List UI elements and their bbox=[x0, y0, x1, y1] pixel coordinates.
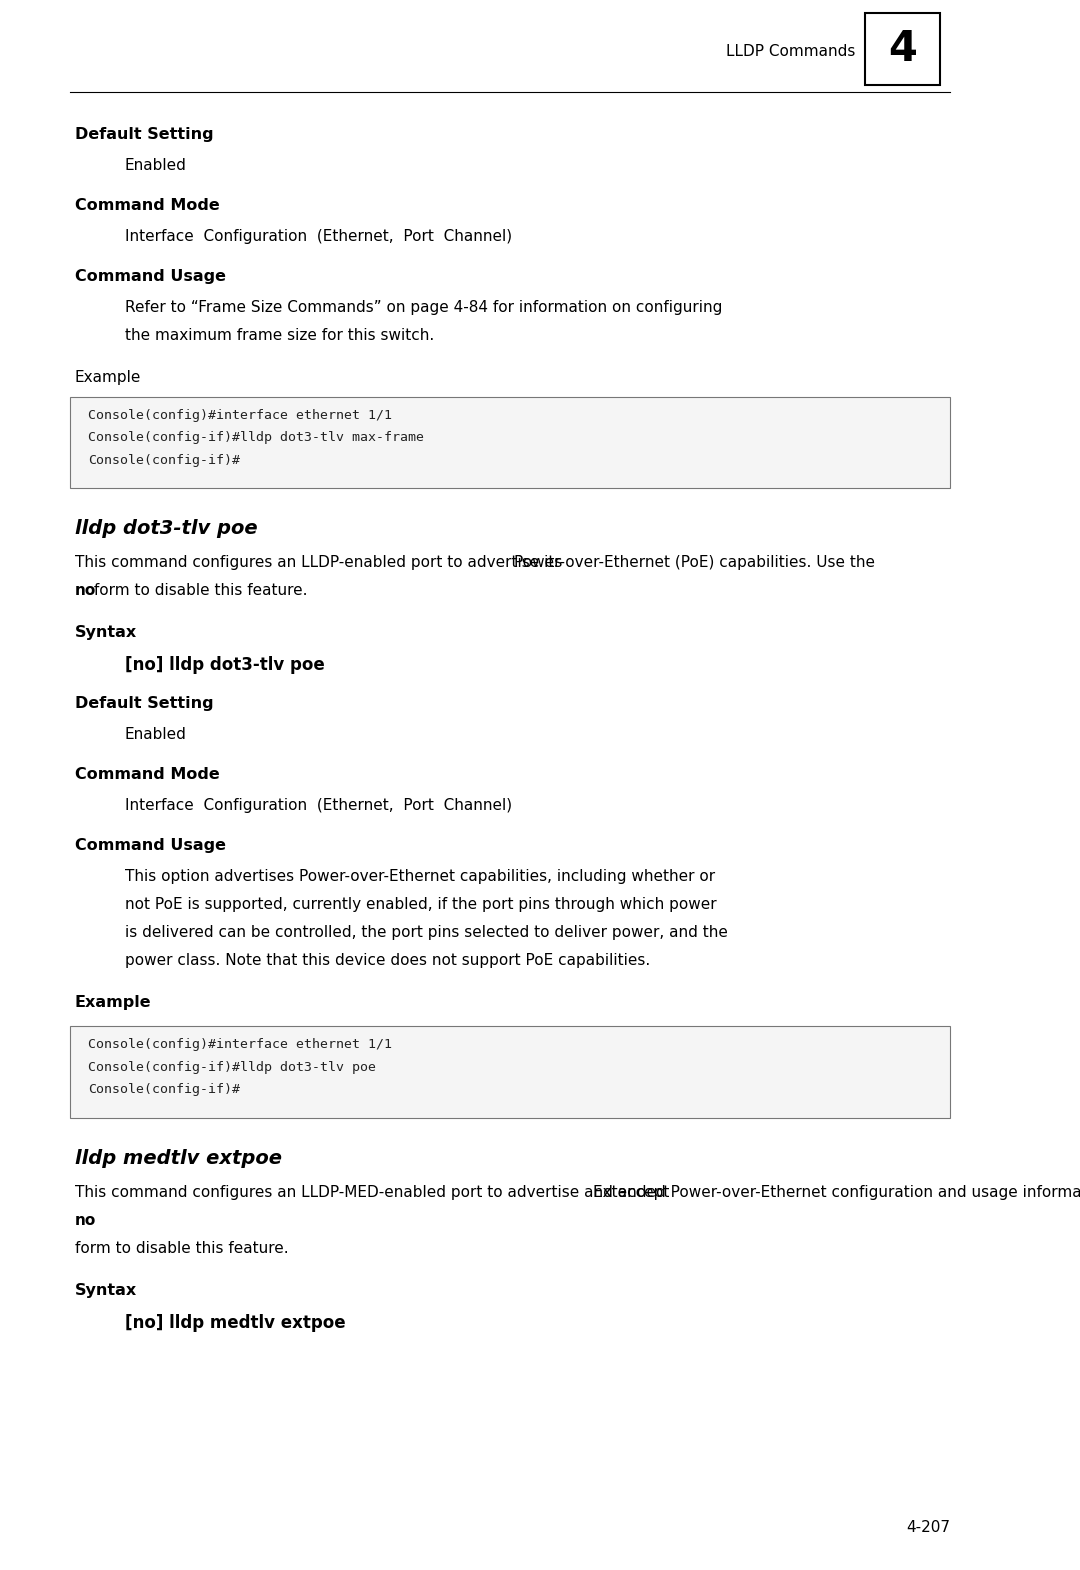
Text: Console(config)#interface ethernet 1/1: Console(config)#interface ethernet 1/1 bbox=[87, 1038, 392, 1052]
Text: [no] lldp medtlv extpoe: [no] lldp medtlv extpoe bbox=[125, 1314, 346, 1331]
Text: Console(config)#interface ethernet 1/1: Console(config)#interface ethernet 1/1 bbox=[87, 408, 392, 422]
Bar bbox=[865, 13, 940, 85]
Text: Power-over-Ethernet (PoE) capabilities. Use the: Power-over-Ethernet (PoE) capabilities. … bbox=[514, 556, 880, 570]
Text: Example: Example bbox=[75, 995, 151, 1011]
Text: Example: Example bbox=[75, 371, 141, 385]
Text: Extended Power-over-Ethernet configuration and usage information. Use the: Extended Power-over-Ethernet configurati… bbox=[593, 1185, 1080, 1199]
Text: the maximum frame size for this switch.: the maximum frame size for this switch. bbox=[125, 328, 434, 342]
Text: Interface  Configuration  (Ethernet,  Port  Channel): Interface Configuration (Ethernet, Port … bbox=[125, 798, 512, 813]
Text: Refer to “Frame Size Commands” on page 4-84 for information on configuring: Refer to “Frame Size Commands” on page 4… bbox=[125, 300, 723, 316]
Text: This command configures an LLDP-enabled port to advertise its: This command configures an LLDP-enabled … bbox=[75, 556, 563, 570]
Text: Interface  Configuration  (Ethernet,  Port  Channel): Interface Configuration (Ethernet, Port … bbox=[125, 229, 512, 243]
Text: Command Mode: Command Mode bbox=[75, 768, 219, 782]
Text: no: no bbox=[75, 1212, 96, 1228]
Text: Console(config-if)#lldp dot3-tlv max-frame: Console(config-if)#lldp dot3-tlv max-fra… bbox=[87, 432, 424, 444]
Text: Enabled: Enabled bbox=[125, 159, 187, 173]
Text: [no] lldp dot3-tlv poe: [no] lldp dot3-tlv poe bbox=[125, 656, 325, 674]
Text: is delivered can be controlled, the port pins selected to deliver power, and the: is delivered can be controlled, the port… bbox=[125, 925, 728, 940]
Text: 4-207: 4-207 bbox=[906, 1520, 950, 1535]
Text: Default Setting: Default Setting bbox=[75, 697, 214, 711]
Text: form to disable this feature.: form to disable this feature. bbox=[90, 584, 308, 598]
Text: not PoE is supported, currently enabled, if the port pins through which power: not PoE is supported, currently enabled,… bbox=[125, 898, 717, 912]
Text: Console(config-if)#lldp dot3-tlv poe: Console(config-if)#lldp dot3-tlv poe bbox=[87, 1061, 376, 1074]
Bar bbox=[70, 397, 950, 488]
Text: Syntax: Syntax bbox=[75, 625, 137, 641]
Text: This command configures an LLDP-MED-enabled port to advertise and accept: This command configures an LLDP-MED-enab… bbox=[75, 1185, 670, 1199]
Text: Console(config-if)#: Console(config-if)# bbox=[87, 1083, 240, 1096]
Text: Default Setting: Default Setting bbox=[75, 127, 214, 141]
Text: Syntax: Syntax bbox=[75, 1283, 137, 1298]
Text: Command Mode: Command Mode bbox=[75, 198, 219, 214]
Text: lldp medtlv extpoe: lldp medtlv extpoe bbox=[75, 1149, 282, 1168]
Text: Command Usage: Command Usage bbox=[75, 838, 226, 854]
Text: Enabled: Enabled bbox=[125, 727, 187, 743]
Bar bbox=[70, 1027, 950, 1118]
Text: form to disable this feature.: form to disable this feature. bbox=[75, 1240, 288, 1256]
Text: This option advertises Power-over-Ethernet capabilities, including whether or: This option advertises Power-over-Ethern… bbox=[125, 870, 715, 884]
Text: Console(config-if)#: Console(config-if)# bbox=[87, 454, 240, 466]
Text: lldp dot3-tlv poe: lldp dot3-tlv poe bbox=[75, 520, 258, 539]
Text: Command Usage: Command Usage bbox=[75, 268, 226, 284]
Text: no: no bbox=[75, 584, 96, 598]
Text: 4: 4 bbox=[888, 28, 917, 71]
Text: LLDP Commands: LLDP Commands bbox=[726, 44, 855, 60]
Text: power class. Note that this device does not support PoE capabilities.: power class. Note that this device does … bbox=[125, 953, 650, 969]
